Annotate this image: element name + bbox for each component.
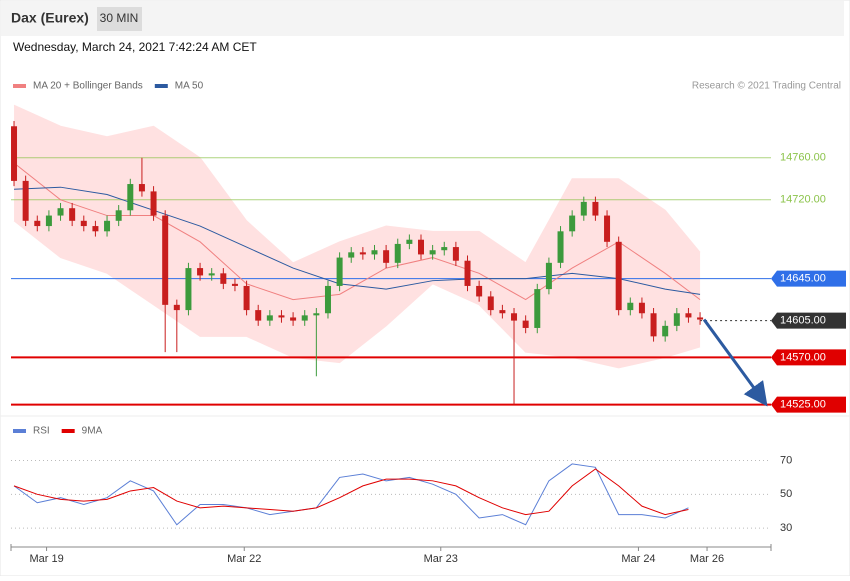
candle-body [69,208,76,221]
legend-label: 9MA [82,426,103,437]
candle-body [301,315,308,321]
legend-swatch [61,429,75,433]
candle-body [499,310,506,314]
level-tag [771,270,846,287]
candle-body [324,285,331,314]
candle-body [278,315,285,318]
candle-body [650,313,657,337]
candle-body [34,220,41,227]
y-tick-label: 70 [780,454,792,466]
candle-body [243,285,250,311]
level-tag [771,396,846,413]
candle-body [394,243,401,263]
legend-label: RSI [33,426,50,437]
candle-body [208,273,215,276]
candle-body [441,247,448,251]
candle-body [115,210,122,221]
interval-button[interactable] [97,7,142,31]
candle-body [464,260,471,286]
candle-body [487,296,494,311]
band-upper [13,104,701,264]
timestamp: Wednesday, March 24, 2021 7:42:24 AM CET [13,40,257,54]
indicator-line [13,463,689,526]
level-label: 14720.00 [780,194,826,206]
x-tick-label: Mar 23 [424,553,458,565]
instrument-title: Dax (Eurex) [11,10,89,26]
y-tick-label: 50 [780,488,792,500]
candle-body [11,126,18,181]
candle-body [92,226,99,232]
legend-swatch [13,84,26,88]
candle-body [627,302,634,311]
candle-body [185,268,192,311]
candle-body [57,208,64,216]
interval-label[interactable]: 30 MIN [100,11,139,25]
ma-line [13,162,701,301]
candle-body [592,201,599,216]
candle-body [476,285,483,297]
candle-body [104,220,111,232]
candle-body [418,239,424,255]
candle-body [127,184,134,211]
candle-body [45,215,52,227]
candle-body [290,317,297,321]
candle-body [150,191,157,216]
level-tag [771,312,846,329]
candle-body [557,231,564,263]
candle-body [673,313,680,326]
candle-body [162,215,169,305]
candle-body [638,302,645,314]
x-tick-label: Mar 19 [29,553,63,565]
candle-body [197,268,204,276]
credit: Research © 2021 Trading Central [692,81,841,92]
candle-body [80,220,87,227]
legend-label: MA 20 + Bollinger Bands [33,81,143,92]
indicator-line [13,468,689,516]
candle-body [255,310,262,321]
candle-body [580,201,587,216]
candle-body [534,289,541,328]
candle-body [615,241,622,311]
level-label: 14645.00 [780,272,826,284]
legend-label: MA 50 [175,81,204,92]
y-tick-label: 30 [780,522,792,534]
candle-body [545,262,552,290]
candle-body [406,239,413,244]
band-lower [13,220,701,369]
forecast-arrow [702,318,768,407]
candle-body [231,283,238,286]
candle-body [173,304,180,311]
candle-body [266,315,273,321]
candle-body [697,317,704,320]
level-label: 14570.00 [780,351,826,363]
level-label: 14525.00 [780,399,826,411]
candle-body [22,180,29,221]
candle-body [685,313,692,318]
candle-body [662,325,669,337]
candle-body [569,215,576,232]
candle-body [336,257,343,286]
candle-body [313,313,320,316]
legend-swatch [154,84,168,88]
candle-body [511,313,518,321]
x-tick-label: Mar 26 [690,553,724,565]
level-label: 14605.00 [780,315,826,327]
candle-body [429,250,436,255]
x-tick-label: Mar 22 [227,553,261,565]
candle-body [452,247,459,261]
candle-body [359,252,366,255]
level-tag [771,349,846,366]
candle-body [220,273,227,284]
x-tick-label: Mar 24 [621,553,655,565]
legend-swatch [13,429,26,433]
level-label: 14760.00 [780,152,826,164]
candle-body [383,250,390,263]
candle-body [604,215,611,242]
candle-body [348,252,355,258]
candle-body [522,320,529,328]
candle-body [138,184,145,192]
candle-body [371,250,378,255]
